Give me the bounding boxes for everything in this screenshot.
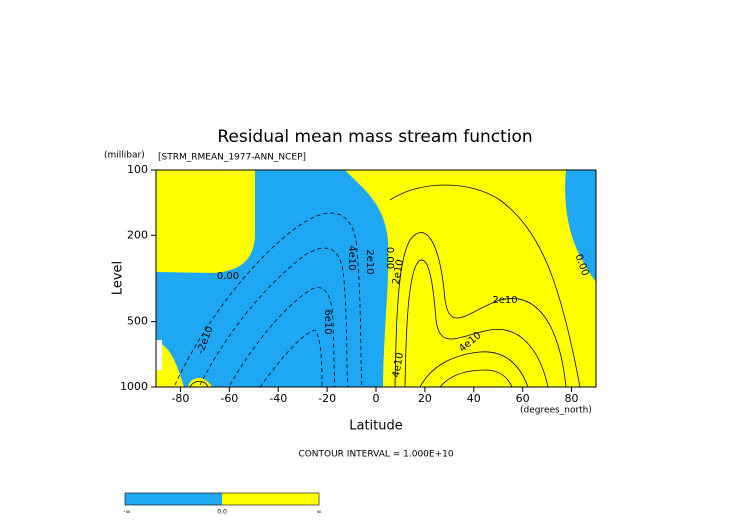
x-tick-label: 0 <box>373 392 380 405</box>
colorbar-negative <box>125 493 222 505</box>
y-tick-label: 200 <box>127 228 148 241</box>
y-units: (millibar) <box>104 151 145 161</box>
colorbar-label: 0.0 <box>217 509 227 516</box>
contour-label: 0.00 <box>217 271 239 282</box>
contour-label: 4e10 <box>391 352 406 379</box>
colorbar-label: -∞ <box>123 509 130 516</box>
x-tick-label: -20 <box>318 392 336 405</box>
colorbar-label: ∞ <box>317 509 322 516</box>
positive-region <box>188 377 212 387</box>
contour-label: 2e10 <box>492 295 517 306</box>
colorbar-frame <box>124 492 320 506</box>
y-tick-label: 1000 <box>120 380 148 393</box>
contour-field <box>156 170 596 387</box>
y-tick-label: 500 <box>127 315 148 328</box>
missing-data <box>156 340 162 370</box>
x-tick-label: 80 <box>565 392 579 405</box>
x-units: (degrees_north) <box>520 406 592 416</box>
chart-title: Residual mean mass stream function <box>217 127 532 147</box>
x-tick-label: -40 <box>269 392 287 405</box>
contour-label: 6e10 <box>322 309 333 334</box>
subtitle: [STRM_RMEAN_1977-ANN_NCEP] <box>158 153 306 163</box>
colorbar-positive <box>222 493 319 505</box>
contour-label: 2e10 <box>391 259 406 286</box>
x-tick-label: -60 <box>220 392 238 405</box>
y-tick-label: 100 <box>127 163 148 176</box>
positive-region <box>156 342 184 387</box>
positive-region <box>345 170 596 387</box>
x-tick-label: 20 <box>418 392 432 405</box>
contour-label: 2e10 <box>364 249 375 274</box>
contour-lines <box>174 184 581 387</box>
x-tick-label: 40 <box>467 392 481 405</box>
positive-region <box>156 170 255 273</box>
footnote: CONTOUR INTERVAL = 1.000E+10 <box>298 450 453 460</box>
contour-label: 0.00 <box>384 247 395 269</box>
x-axis-label: Latitude <box>349 419 403 434</box>
contour-label: 4e10 <box>346 245 357 270</box>
x-tick-label: 60 <box>516 392 530 405</box>
y-axis-label: Level <box>111 261 126 295</box>
x-tick-label: -80 <box>171 392 189 405</box>
